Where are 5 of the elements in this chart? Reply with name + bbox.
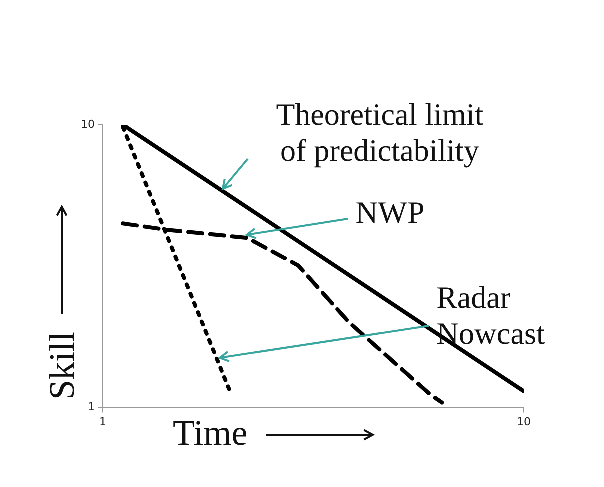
x-axis-title: Time (172, 412, 248, 454)
annotation: NWP (356, 194, 426, 231)
annotation: Radar Nowcast (436, 280, 546, 352)
y-axis-title: Skill (40, 332, 83, 400)
annotation: Theoretical limit of predictability (275, 97, 485, 170)
